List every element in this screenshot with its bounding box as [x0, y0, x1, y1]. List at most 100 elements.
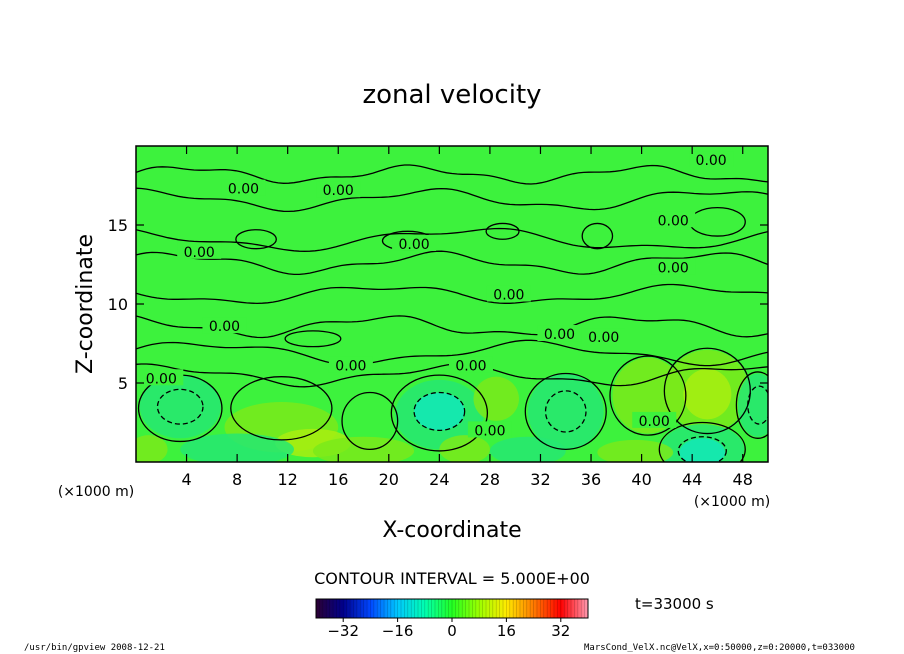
contour-label: 0.00 [209, 319, 240, 335]
colorbar-tick-label: 32 [551, 622, 570, 640]
colorbar-stripes [319, 599, 585, 618]
colorbar: −32 −16 0 16 32 [315, 598, 589, 640]
contour-label-bg [316, 181, 361, 198]
contour-label-bg [467, 421, 512, 438]
contour-label: 0.00 [588, 330, 619, 346]
contour-loop [390, 374, 489, 452]
contour-loop [581, 222, 614, 250]
x-tick-label: 16 [328, 470, 348, 489]
contour-label: 0.00 [398, 237, 429, 253]
colorbar-tick-label: 0 [447, 622, 457, 640]
contour-interval-note: CONTOUR INTERVAL = 5.000E+00 [314, 569, 590, 588]
x-tick-label: 36 [581, 470, 601, 489]
field-anomaly [473, 376, 519, 421]
x-tick-label: 44 [682, 470, 702, 489]
contour-loop [735, 371, 768, 439]
x-tick-label: 48 [733, 470, 753, 489]
contour-line [136, 339, 768, 367]
contour-label: 0.00 [639, 414, 670, 430]
contour-label-bg [651, 258, 696, 275]
field-anomalies [136, 349, 768, 462]
contour-line [136, 227, 768, 252]
contour-label-bg [632, 411, 677, 428]
contour-label-bg [177, 242, 222, 259]
contour-label-bg [486, 285, 531, 302]
contour-label: 0.00 [474, 423, 505, 439]
contour-label-bg [581, 328, 626, 345]
field-anomaly [439, 435, 490, 462]
contour-loop [663, 347, 751, 435]
contour-loop-negative [413, 391, 466, 432]
contour-label: 0.00 [228, 182, 259, 198]
contour-loop [341, 391, 399, 451]
field-anomaly [414, 392, 465, 431]
field-anomaly [180, 433, 294, 462]
contour-loop [524, 372, 607, 451]
field-anomaly [489, 436, 566, 462]
contour-label-bg [537, 325, 582, 342]
contour-loop [235, 229, 277, 250]
x-tick-label: 4 [181, 470, 191, 489]
contour-line [136, 283, 768, 305]
contour-label-bg [221, 179, 266, 196]
contour-line [136, 164, 768, 185]
y-tick-label: 15 [108, 216, 128, 235]
field-anomaly [597, 439, 674, 462]
contour-label-bg [651, 211, 696, 228]
contour-label: 0.00 [658, 261, 689, 277]
x-unit-left: (×1000 m) [58, 484, 134, 500]
x-tick-label: 28 [480, 470, 500, 489]
contour-line [136, 187, 768, 213]
contour-label: 0.00 [544, 327, 575, 343]
x-tick-label: 8 [232, 470, 242, 489]
footer-right: MarsCond_VelX.nc@VelX,x=0:50000,z=0:2000… [584, 643, 855, 653]
x-tick-label: 40 [631, 470, 651, 489]
chart-title: zonal velocity [362, 80, 541, 110]
contour-label: 0.00 [184, 245, 215, 261]
contour-label-bg [448, 356, 493, 373]
footer-left: /usr/bin/gpview 2008-12-21 [24, 643, 165, 653]
contour-line [136, 315, 768, 339]
x-axis: 4 8 12 16 20 24 28 32 36 40 44 48 [181, 146, 753, 489]
x-tick-label: 24 [429, 470, 449, 489]
x-axis-label: X-coordinate [382, 518, 521, 543]
colorbar-tick-label: −32 [327, 622, 359, 640]
colorbar-fill [316, 599, 588, 618]
field-anomaly [527, 373, 604, 450]
contour-labels: 0.00 0.00 0.00 0.00 0.00 0.00 0.00 0.00 0.00 0.00… [139, 151, 734, 439]
contour-label: 0.00 [323, 183, 354, 199]
colorbar-tick-label: 16 [497, 622, 516, 640]
contour-label: 0.00 [146, 371, 177, 387]
contour-label: 0.00 [455, 359, 486, 375]
contour-label-bg [139, 369, 184, 386]
x-tick-label: 12 [278, 470, 298, 489]
contour-line [136, 250, 768, 276]
x-unit-right: (×1000 m) [694, 494, 770, 510]
contour-label: 0.00 [658, 213, 689, 229]
contour-loop [284, 330, 342, 348]
contour-loop [485, 222, 520, 240]
y-tick-label: 5 [118, 374, 128, 393]
contour-loop [658, 421, 746, 462]
contour-label: 0.00 [493, 288, 524, 304]
field-anomaly [683, 368, 732, 420]
field-anomaly [312, 436, 415, 462]
x-tick-label: 20 [379, 470, 399, 489]
contour-label-bg [689, 151, 734, 168]
contour-label: 0.00 [335, 359, 366, 375]
contour-label: 0.00 [696, 153, 727, 169]
colorbar-ticks: −32 −16 0 16 32 [327, 618, 570, 640]
contour-label-bg [392, 234, 437, 251]
field-anomaly [139, 375, 221, 439]
contour-loop-negative [747, 385, 768, 425]
time-label: t=33000 s [635, 595, 714, 613]
contour-label-bg [328, 356, 373, 373]
contour-loop-negative [544, 390, 587, 433]
contour-lines [136, 164, 768, 462]
field-anomaly [136, 435, 168, 462]
colorbar-tick-label: −16 [382, 622, 414, 640]
contour-label-bg [202, 317, 247, 334]
y-axis: 5 10 15 [108, 216, 768, 393]
contour-loop [230, 376, 333, 441]
